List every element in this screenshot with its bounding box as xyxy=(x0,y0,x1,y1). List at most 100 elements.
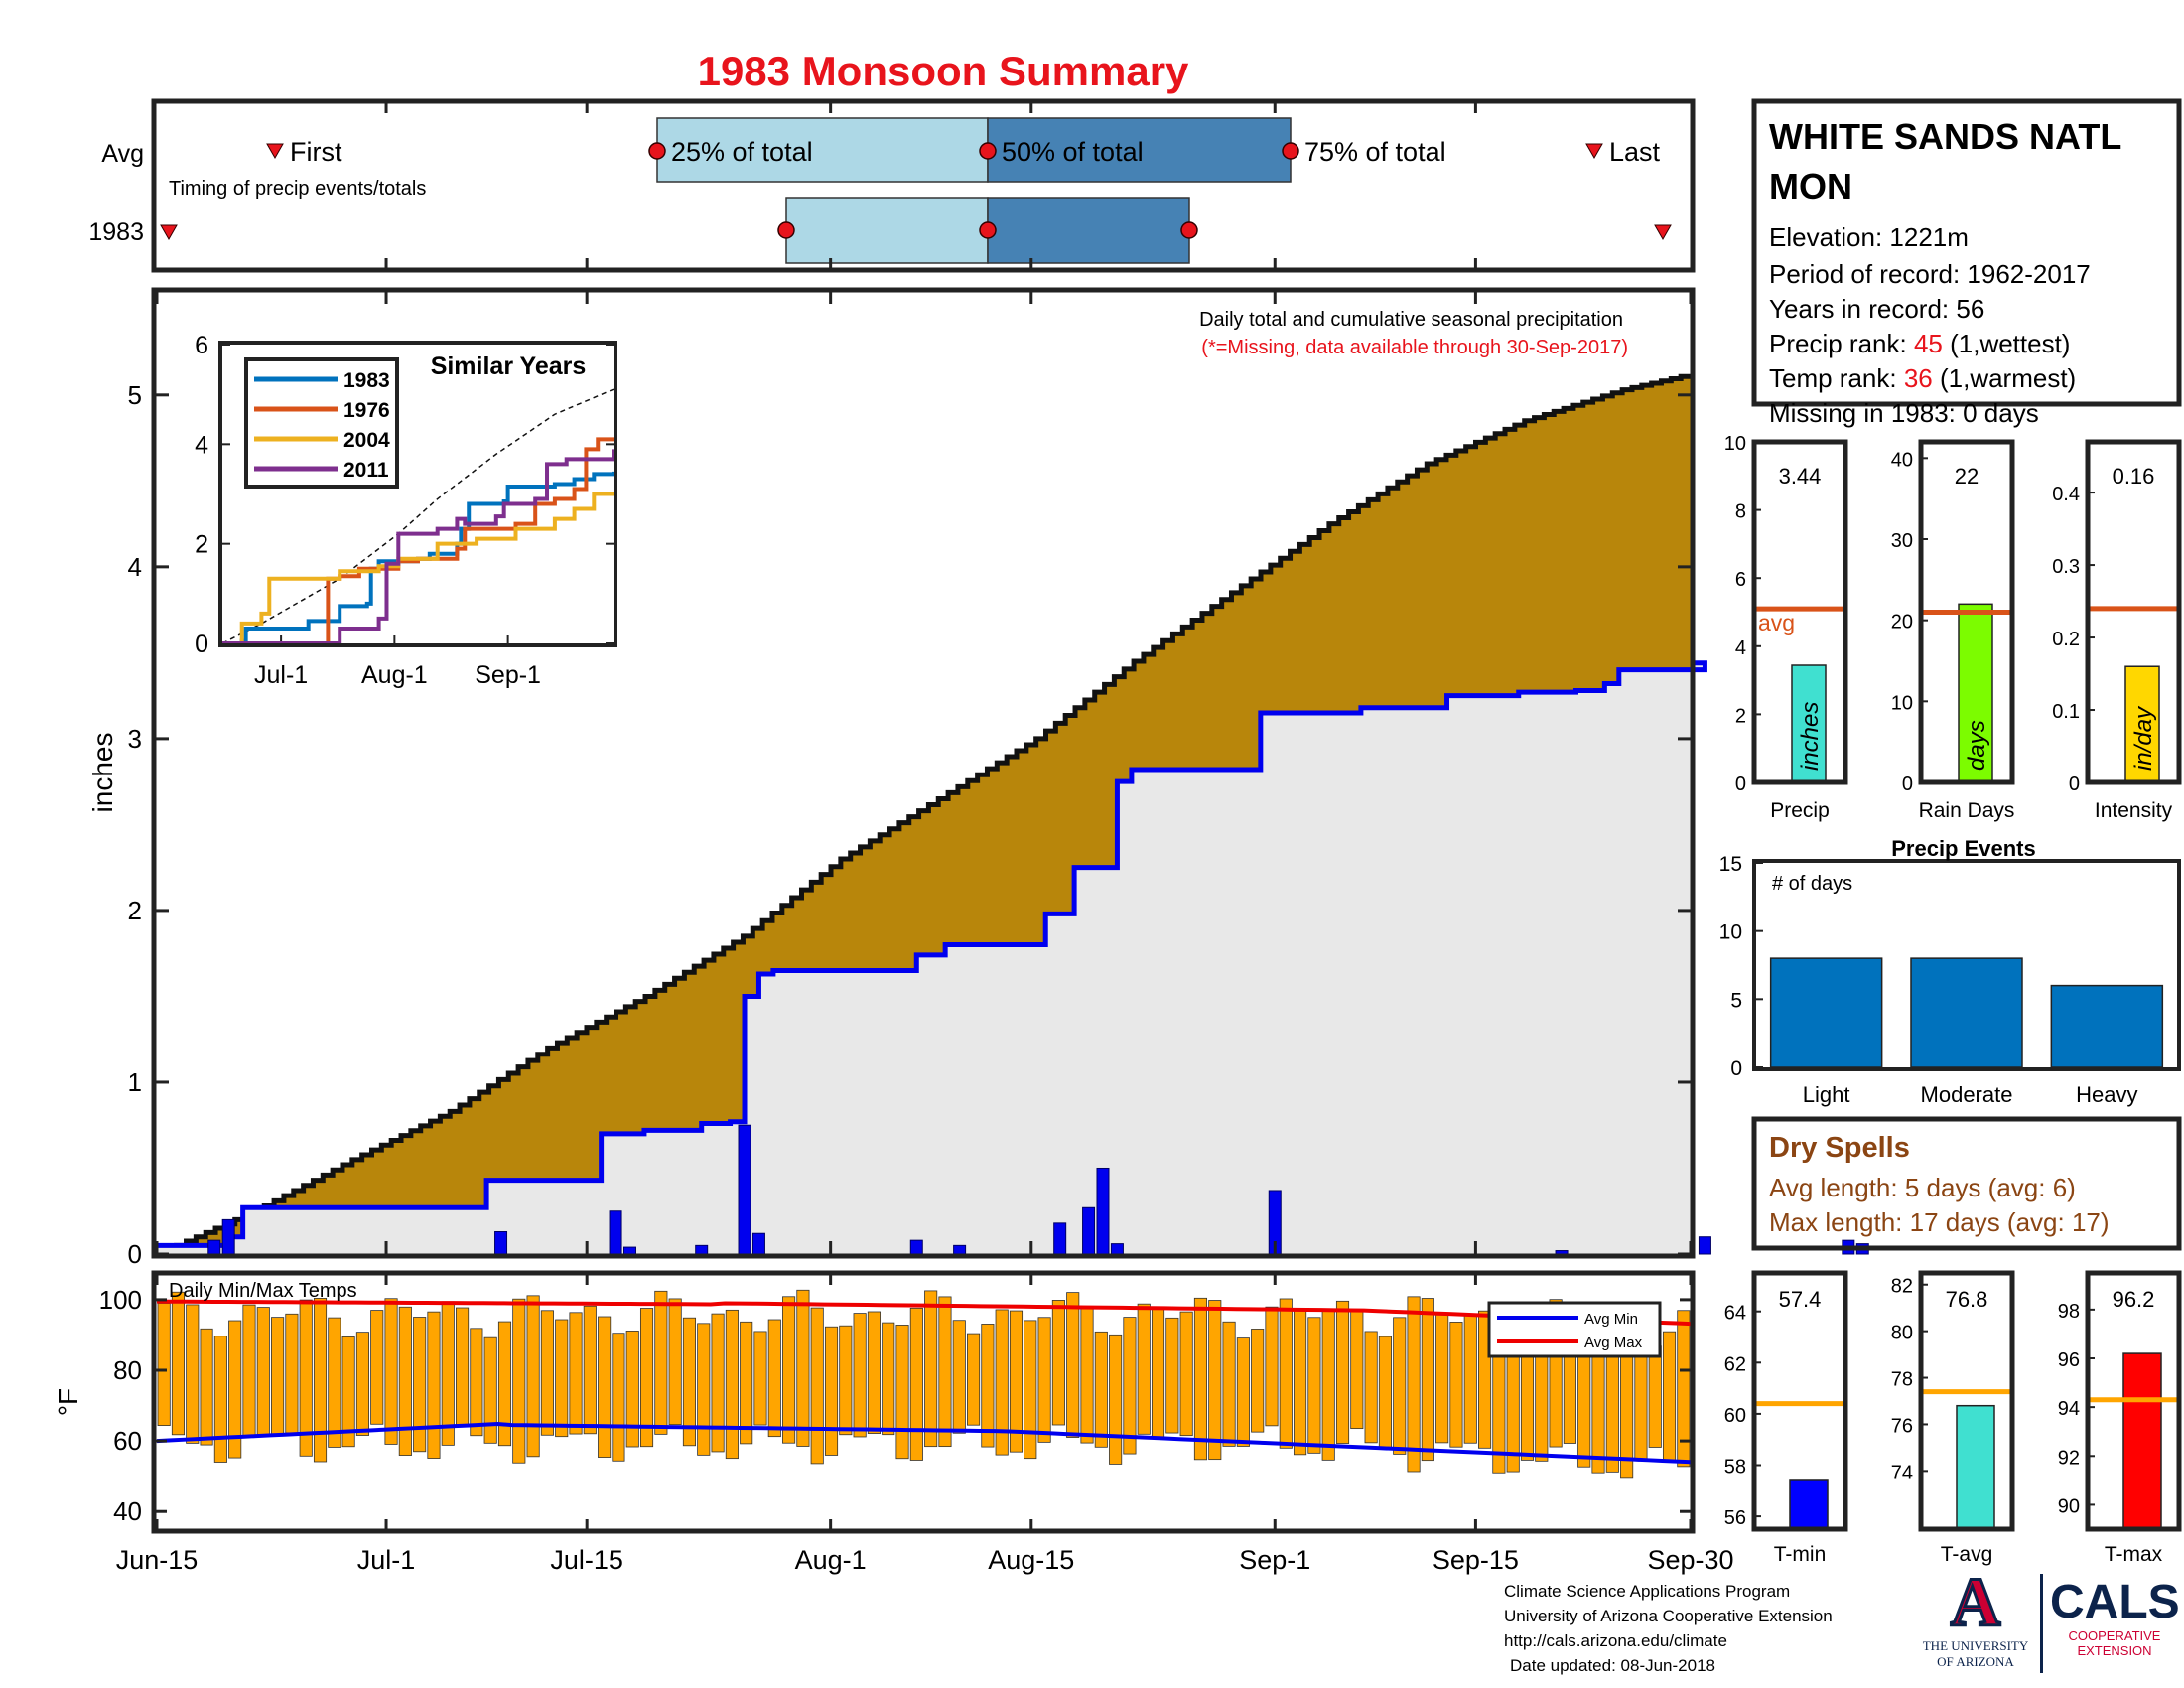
precip-summary-panels: 3.44 Precip inches avg 0 2 4 6 8 10 22 Rain Days day… xyxy=(1724,433,2182,822)
station-name-2: MON xyxy=(1769,166,1852,207)
summary-tick-label: 0 xyxy=(1735,774,1746,795)
station-elevation: Elevation: 1221m xyxy=(1769,222,1969,252)
daily-precip-bar xyxy=(1555,1250,1569,1255)
daily-temp-bar xyxy=(299,1299,313,1457)
daily-precip-bar xyxy=(751,1232,765,1255)
precip-annotation: Daily total and cumulative seasonal prec… xyxy=(1199,309,1623,331)
daily-temp-bar xyxy=(1208,1300,1222,1461)
timing-frame xyxy=(151,98,1696,273)
temp-summary-value: 96.2 xyxy=(2113,1287,2155,1312)
temp-summary-tick-label: 96 xyxy=(2058,1349,2080,1371)
daily-precip-bar xyxy=(953,1244,967,1255)
daily-temp-bar xyxy=(612,1333,625,1462)
event-category-label: Moderate xyxy=(1921,1082,2013,1107)
daily-precip-bar xyxy=(738,1124,751,1255)
temp-summary-bar xyxy=(1789,1479,1829,1530)
daily-temp-bar xyxy=(271,1317,285,1435)
temp-summary-frame xyxy=(2085,1270,2182,1532)
quartile-marker xyxy=(979,142,997,160)
quartile-marker xyxy=(1180,221,1198,239)
summary-tick-label: 0.4 xyxy=(2052,484,2080,505)
daily-temp-bar xyxy=(526,1295,540,1458)
daily-temp-bar xyxy=(981,1324,995,1448)
daily-temp-bar xyxy=(1236,1337,1250,1447)
precip-ytick-label: 1 xyxy=(128,1067,142,1097)
daily-temp-bar xyxy=(782,1296,796,1444)
temp-ytick-label: 60 xyxy=(113,1426,142,1456)
daily-temp-bar xyxy=(697,1323,711,1456)
temp-summary-value: 57.4 xyxy=(1779,1287,1822,1312)
daily-temp-bar xyxy=(512,1298,526,1464)
dry-spells-max: Max length: 17 days (avg: 17) xyxy=(1769,1207,2110,1237)
event-bar-moderate xyxy=(1910,957,2023,1068)
ua-text-1: THE UNIVERSITY xyxy=(1922,1638,2029,1653)
daily-precip-bar xyxy=(909,1239,923,1255)
daily-temp-bar xyxy=(796,1289,810,1447)
avg-cumulative-outline xyxy=(157,373,1694,1257)
date-tick-label: Jul-15 xyxy=(550,1545,623,1575)
daily-temp-bar xyxy=(853,1313,867,1438)
station-temp-rank: Temp rank: 36 (1,warmest) xyxy=(1769,363,2076,393)
daily-temp-bar xyxy=(441,1301,455,1446)
quartile-marker xyxy=(979,221,997,239)
daily-temp-bar xyxy=(157,1303,171,1426)
temp-summary-tick-label: 78 xyxy=(1891,1369,1913,1391)
precip-events-panel: Light Moderate Heavy 0 5 10 15 Precip Events #… xyxy=(1719,836,2181,1107)
temp-summary-label: T-min xyxy=(1774,1543,1827,1566)
precip-ytick-label: 3 xyxy=(128,724,142,754)
temp-legend: Avg Min Avg Max xyxy=(1487,1301,1662,1358)
daily-temp-bar xyxy=(456,1307,470,1426)
daily-temp-bar xyxy=(341,1336,355,1448)
daily-temp-bar xyxy=(668,1298,682,1426)
footer-url[interactable]: http://cals.arizona.edu/climate xyxy=(1504,1631,1727,1650)
legend-avg-max-label: Avg Max xyxy=(1584,1335,1643,1351)
cals-wordmark: CALS xyxy=(2050,1576,2180,1628)
daily-temp-bar xyxy=(540,1310,554,1436)
daily-temp-bar xyxy=(228,1320,242,1459)
precip-frame xyxy=(151,287,1696,1259)
dry-spells-panel: Dry Spells Avg length: 5 days (avg: 6) M… xyxy=(1751,1116,2182,1251)
daily-temp-bar xyxy=(867,1311,881,1434)
temp-summary-tick-label: 92 xyxy=(2058,1447,2080,1469)
daily-temp-bar xyxy=(682,1317,697,1447)
events-title: Precip Events xyxy=(1891,836,2036,861)
daily-temp-bar xyxy=(213,1336,227,1463)
daily-temp-bar xyxy=(1662,1331,1677,1463)
inset-ytick-label: 6 xyxy=(195,332,208,359)
summary-bar-label: inches xyxy=(1797,702,1824,771)
timing-marks: First Last 25% of total 50% of total 75% of … xyxy=(160,103,1672,268)
daily-temp-bar xyxy=(583,1305,597,1435)
station-precip-rank: Precip rank: 45 (1,wettest) xyxy=(1769,329,2070,358)
inset-ytick-label: 0 xyxy=(195,631,208,658)
daily-temp-bar xyxy=(625,1331,639,1448)
summary-panel-rain-days: 22 Rain Days days 0 10 20 30 40 xyxy=(1891,439,2015,822)
date-axis: Jun-15 Jul-1 Jul-15 Aug-1 Aug-15 Sep-1 Sep-15 S… xyxy=(116,1545,1734,1575)
daily-temp-bar xyxy=(767,1319,781,1438)
temp-summary-tick-label: 98 xyxy=(2058,1301,2080,1323)
last-label: Last xyxy=(1609,137,1661,167)
temp-ytick-label: 40 xyxy=(113,1496,142,1526)
daily-temp-bar xyxy=(924,1290,938,1448)
daily-temp-bar xyxy=(427,1311,441,1459)
daily-precip-bar xyxy=(695,1244,709,1255)
daily-precip-bar xyxy=(1082,1206,1096,1255)
inset-xtick-label: Sep-1 xyxy=(475,661,541,689)
event-bar-light xyxy=(1769,957,1883,1068)
summary-value: 22 xyxy=(1955,464,1979,489)
date-tick-label: Aug-15 xyxy=(988,1545,1074,1575)
daily-temp-bar xyxy=(1350,1310,1364,1430)
daily-temp-bar xyxy=(839,1325,853,1436)
year-first-marker xyxy=(160,224,178,241)
daily-temp-bar xyxy=(995,1309,1009,1456)
events-frame xyxy=(1752,859,2181,1071)
precip-ytick-label: 4 xyxy=(128,552,142,582)
summary-tick-label: 6 xyxy=(1735,569,1746,591)
daily-temp-bar xyxy=(355,1332,369,1436)
avg-first-marker xyxy=(266,143,284,160)
date-tick-label: Sep-1 xyxy=(1239,1545,1310,1575)
daily-temp-bar xyxy=(824,1326,839,1456)
summary-value: 3.44 xyxy=(1779,464,1822,489)
daily-precip-bar xyxy=(1053,1222,1067,1255)
temp-summary-t-max: 96.2 T-max 90 92 94 96 98 xyxy=(2058,1270,2182,1566)
